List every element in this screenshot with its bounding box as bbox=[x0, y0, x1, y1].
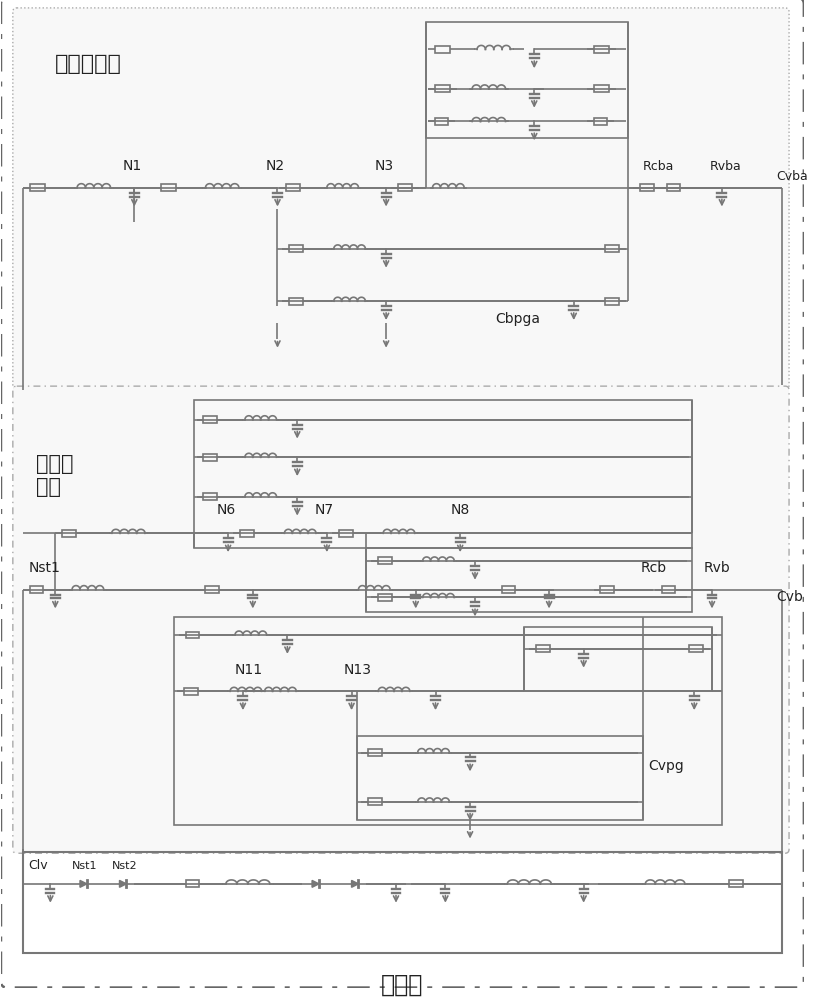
Bar bbox=[689, 645, 703, 652]
Bar bbox=[162, 184, 176, 191]
Text: N6: N6 bbox=[216, 503, 236, 517]
Bar bbox=[203, 493, 217, 500]
Text: Rvb: Rvb bbox=[704, 561, 731, 575]
Bar bbox=[289, 298, 303, 305]
Polygon shape bbox=[351, 880, 359, 887]
Bar bbox=[606, 298, 620, 305]
Text: Cvba: Cvba bbox=[776, 170, 808, 183]
Text: Cvpg: Cvpg bbox=[648, 759, 684, 773]
Text: N7: N7 bbox=[315, 503, 334, 517]
Bar bbox=[434, 118, 448, 125]
Text: N11: N11 bbox=[235, 663, 263, 677]
Bar bbox=[286, 184, 300, 191]
Bar bbox=[606, 245, 620, 252]
Bar bbox=[593, 118, 607, 125]
Bar bbox=[185, 632, 199, 638]
Text: N8: N8 bbox=[450, 503, 470, 517]
Text: Nst2: Nst2 bbox=[111, 861, 137, 871]
Text: Nst1: Nst1 bbox=[72, 861, 98, 871]
Bar bbox=[185, 880, 199, 887]
Bar bbox=[594, 46, 609, 53]
Bar bbox=[378, 557, 392, 564]
Bar bbox=[662, 586, 676, 593]
Text: Rvba: Rvba bbox=[710, 160, 741, 173]
Text: Cbpga: Cbpga bbox=[495, 312, 540, 326]
Bar bbox=[339, 530, 353, 537]
Bar bbox=[30, 184, 45, 191]
Text: N3: N3 bbox=[374, 159, 393, 173]
Bar bbox=[378, 594, 392, 601]
Polygon shape bbox=[312, 880, 319, 887]
Text: 体循环: 体循环 bbox=[381, 973, 424, 997]
Bar bbox=[435, 46, 450, 53]
FancyBboxPatch shape bbox=[13, 8, 789, 389]
Text: 左冠状
动脉: 左冠状 动脉 bbox=[36, 454, 73, 497]
Bar bbox=[524, 627, 712, 691]
Text: 右冠状动脉: 右冠状动脉 bbox=[55, 54, 122, 74]
Text: Cvb: Cvb bbox=[776, 590, 803, 604]
Bar bbox=[640, 184, 654, 191]
Text: N13: N13 bbox=[344, 663, 372, 677]
Bar bbox=[368, 749, 382, 756]
Bar bbox=[667, 184, 680, 191]
Text: N1: N1 bbox=[123, 159, 141, 173]
Bar bbox=[174, 617, 722, 825]
Bar bbox=[184, 688, 198, 695]
Bar bbox=[203, 416, 217, 423]
Bar bbox=[728, 880, 742, 887]
Text: N2: N2 bbox=[266, 159, 285, 173]
Bar bbox=[367, 548, 692, 612]
Bar bbox=[537, 645, 550, 652]
Bar bbox=[289, 245, 303, 252]
Bar bbox=[203, 454, 217, 461]
Bar bbox=[240, 530, 254, 537]
Bar bbox=[398, 184, 412, 191]
Bar bbox=[23, 852, 782, 953]
Text: Rcb: Rcb bbox=[641, 561, 667, 575]
Bar bbox=[435, 85, 450, 92]
Polygon shape bbox=[80, 880, 87, 887]
Text: Nst1: Nst1 bbox=[28, 561, 60, 575]
Text: Rcba: Rcba bbox=[643, 160, 674, 173]
Bar bbox=[502, 586, 515, 593]
Bar bbox=[368, 798, 382, 805]
Bar bbox=[356, 736, 643, 820]
Bar bbox=[63, 530, 76, 537]
FancyBboxPatch shape bbox=[13, 386, 789, 853]
Bar bbox=[601, 586, 615, 593]
Bar bbox=[426, 22, 628, 138]
Bar bbox=[29, 586, 43, 593]
Polygon shape bbox=[120, 880, 126, 887]
Bar bbox=[193, 400, 692, 548]
Bar bbox=[206, 586, 220, 593]
Bar bbox=[594, 85, 609, 92]
Text: Clv: Clv bbox=[28, 859, 48, 872]
